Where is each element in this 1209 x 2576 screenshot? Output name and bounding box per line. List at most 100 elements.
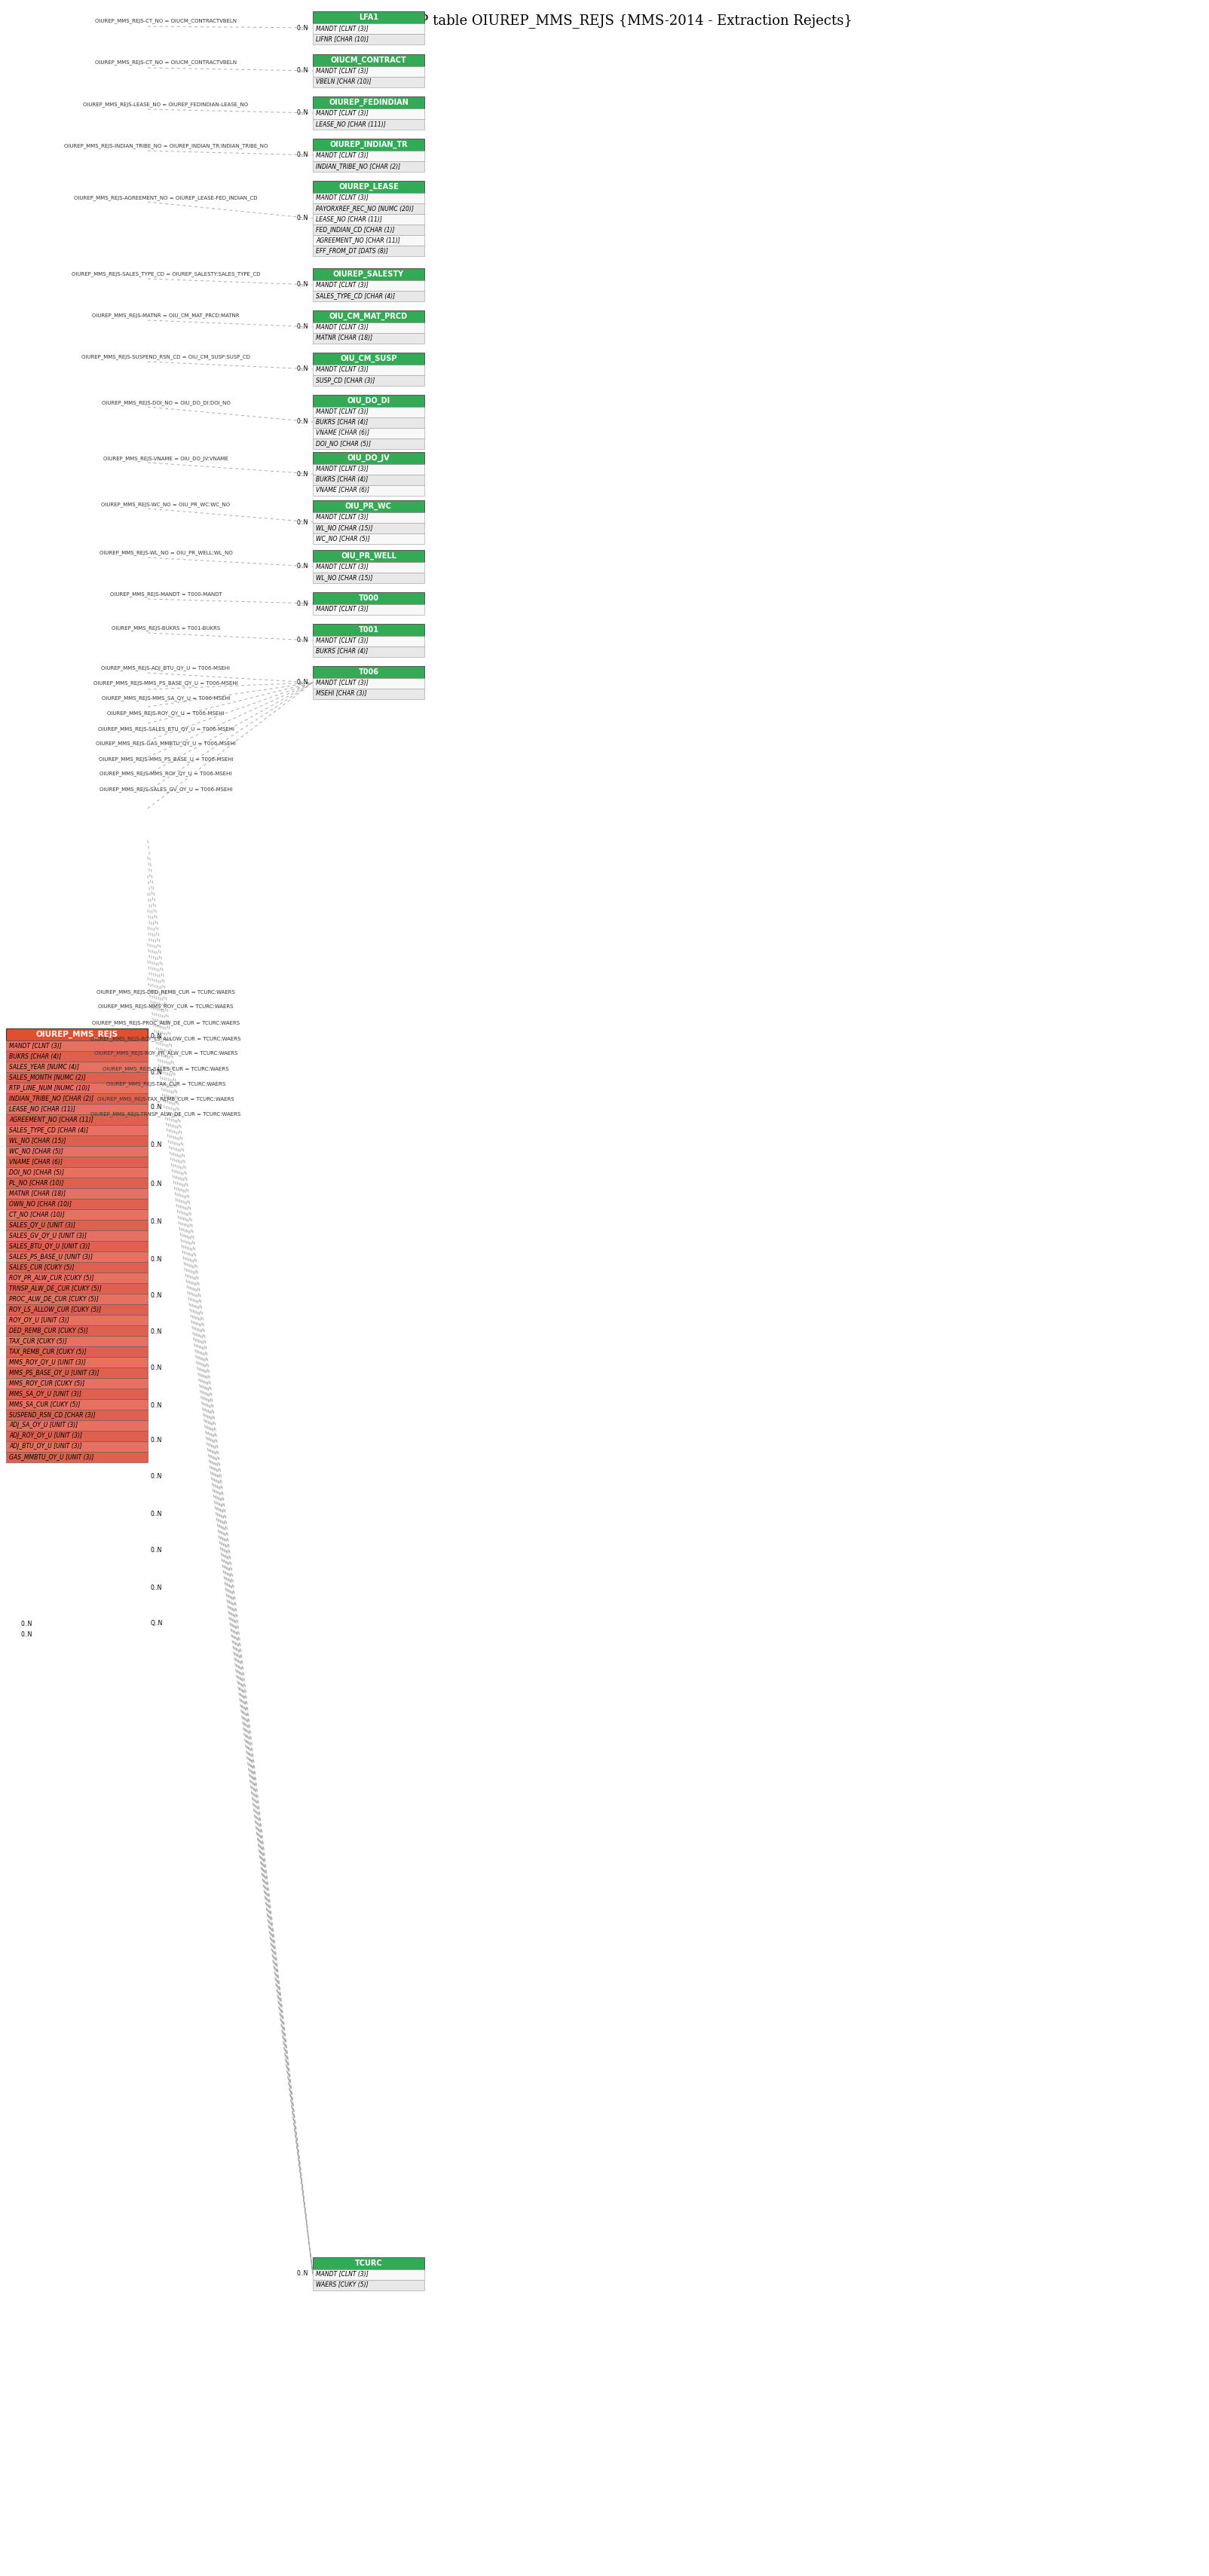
Text: VNAME [CHAR (6)]: VNAME [CHAR (6)] [316,487,369,495]
FancyBboxPatch shape [313,394,424,407]
FancyBboxPatch shape [313,149,424,162]
FancyBboxPatch shape [6,1324,147,1337]
Text: ADJ_SA_OY_U [UNIT (3)]: ADJ_SA_OY_U [UNIT (3)] [8,1422,77,1430]
Text: PROC_ALW_DE_CUR [CUKY (5)]: PROC_ALW_DE_CUR [CUKY (5)] [8,1296,99,1303]
FancyBboxPatch shape [6,1177,147,1188]
FancyBboxPatch shape [313,353,424,366]
FancyBboxPatch shape [313,533,424,544]
FancyBboxPatch shape [313,281,424,291]
Text: OIUREP_MMS_REJS-MMS_ROY_QY_U = T006-MSEHI: OIUREP_MMS_REJS-MMS_ROY_QY_U = T006-MSEH… [99,770,232,775]
Text: 0..N: 0..N [296,600,308,608]
Text: SALES_YEAR [NUMC (4)]: SALES_YEAR [NUMC (4)] [8,1064,79,1069]
Text: 0..N: 0..N [296,67,308,75]
Text: OIUREP_MMS_REJS-DOI_NO = OIU_DO_DI:DOI_NO: OIUREP_MMS_REJS-DOI_NO = OIU_DO_DI:DOI_N… [102,399,230,404]
Text: 0..N: 0..N [151,1365,162,1370]
Text: T001: T001 [358,626,378,634]
FancyBboxPatch shape [6,1157,147,1167]
FancyBboxPatch shape [313,551,424,562]
Text: SALES_CUR [CUKY (5)]: SALES_CUR [CUKY (5)] [8,1265,74,1270]
Text: MMS_ROY_CUR [CUKY (5)]: MMS_ROY_CUR [CUKY (5)] [8,1381,85,1386]
FancyBboxPatch shape [313,67,424,77]
Text: OIU_PR_WELL: OIU_PR_WELL [341,551,397,559]
FancyBboxPatch shape [313,224,424,234]
Text: OIUREP_MMS_REJS-PROC_ALW_DE_CUR = TCURC:WAERS: OIUREP_MMS_REJS-PROC_ALW_DE_CUR = TCURC:… [92,1020,239,1025]
Text: LFA1: LFA1 [359,13,378,21]
Text: 0..N: 0..N [296,26,308,31]
Text: 0..N: 0..N [151,1141,162,1149]
Text: WL_NO [CHAR (15)]: WL_NO [CHAR (15)] [8,1139,66,1144]
Text: OIUREP_MMS_REJS-AGREEMENT_NO = OIUREP_LEASE-FED_INDIAN_CD: OIUREP_MMS_REJS-AGREEMENT_NO = OIUREP_LE… [74,196,258,201]
Text: OIUCM_CONTRACT: OIUCM_CONTRACT [330,57,406,64]
Text: 0..N: 0..N [151,1293,162,1298]
FancyBboxPatch shape [313,139,424,149]
FancyBboxPatch shape [313,118,424,129]
Text: PL_NO [CHAR (10)]: PL_NO [CHAR (10)] [8,1180,64,1188]
Text: INDIAN_TRIBE_NO [CHAR (2)]: INDIAN_TRIBE_NO [CHAR (2)] [316,162,400,170]
Text: 0..N: 0..N [151,1512,162,1517]
FancyBboxPatch shape [313,464,424,474]
FancyBboxPatch shape [313,677,424,688]
FancyBboxPatch shape [6,1293,147,1303]
FancyBboxPatch shape [313,451,424,464]
Text: 0..N: 0..N [296,680,308,685]
Text: 0..N: 0..N [296,216,308,222]
FancyBboxPatch shape [313,214,424,224]
Text: ROY_LS_ALLOW_CUR [CUKY (5)]: ROY_LS_ALLOW_CUR [CUKY (5)] [8,1306,102,1314]
Text: MANDT [CLNT (3)]: MANDT [CLNT (3)] [316,466,369,474]
Text: OIUREP_MMS_REJS-MMS_PS_BASE_U = T006-MSEHI: OIUREP_MMS_REJS-MMS_PS_BASE_U = T006-MSE… [99,757,233,762]
Text: OIUREP_MMS_REJS-SALES_GV_OY_U = T006-MSEHI: OIUREP_MMS_REJS-SALES_GV_OY_U = T006-MSE… [99,786,232,791]
Text: PAYORXREF_REC_NO [NUMC (20)]: PAYORXREF_REC_NO [NUMC (20)] [316,206,413,211]
Text: OIUREP_MMS_REJS-SUSPEND_RSN_CD = OIU_CM_SUSP:SUSP_CD: OIUREP_MMS_REJS-SUSPEND_RSN_CD = OIU_CM_… [81,355,250,361]
FancyBboxPatch shape [313,484,424,495]
Text: RTP_LINE_NUM [NUMC (10)]: RTP_LINE_NUM [NUMC (10)] [8,1084,89,1092]
FancyBboxPatch shape [6,1188,147,1198]
Text: OIUREP_MMS_REJS-WC_NO = OIU_PR_WC:WC_NO: OIUREP_MMS_REJS-WC_NO = OIU_PR_WC:WC_NO [102,502,231,507]
FancyBboxPatch shape [6,1061,147,1072]
FancyBboxPatch shape [313,108,424,118]
FancyBboxPatch shape [313,605,424,616]
FancyBboxPatch shape [6,1453,147,1463]
Text: BUKRS [CHAR (4)]: BUKRS [CHAR (4)] [316,420,368,425]
Text: EFF_FROM_DT [DATS (8)]: EFF_FROM_DT [DATS (8)] [316,247,388,255]
FancyBboxPatch shape [6,1378,147,1388]
FancyBboxPatch shape [313,572,424,582]
FancyBboxPatch shape [313,667,424,677]
FancyBboxPatch shape [6,1146,147,1157]
FancyBboxPatch shape [6,1115,147,1126]
Text: 0..N: 0..N [296,564,308,569]
FancyBboxPatch shape [6,1092,147,1103]
Text: 0..N: 0..N [21,1620,33,1628]
FancyBboxPatch shape [313,513,424,523]
FancyBboxPatch shape [313,234,424,245]
Text: OIUREP_MMS_REJS-ADJ_BTU_QY_U = T006-MSEHI: OIUREP_MMS_REJS-ADJ_BTU_QY_U = T006-MSEH… [102,665,230,670]
FancyBboxPatch shape [313,2257,424,2269]
FancyBboxPatch shape [313,322,424,332]
FancyBboxPatch shape [313,95,424,108]
Text: TRNSP_ALW_DE_CUR [CUKY (5)]: TRNSP_ALW_DE_CUR [CUKY (5)] [8,1285,102,1291]
FancyBboxPatch shape [6,1103,147,1115]
FancyBboxPatch shape [6,1303,147,1314]
Text: VNAME [CHAR (6)]: VNAME [CHAR (6)] [316,430,369,435]
FancyBboxPatch shape [313,10,424,23]
Text: MANDT [CLNT (3)]: MANDT [CLNT (3)] [316,410,369,415]
Text: MANDT [CLNT (3)]: MANDT [CLNT (3)] [316,605,369,613]
Text: 0..N: 0..N [296,152,308,160]
Text: 0..N: 0..N [151,1548,162,1553]
Text: LEASE_NO [CHAR (11)]: LEASE_NO [CHAR (11)] [8,1105,75,1113]
FancyBboxPatch shape [313,291,424,301]
Text: MANDT [CLNT (3)]: MANDT [CLNT (3)] [316,366,369,374]
Text: OIUREP_MMS_REJS-WL_NO = OIU_PR_WELL:WL_NO: OIUREP_MMS_REJS-WL_NO = OIU_PR_WELL:WL_N… [99,551,232,556]
Text: MMS_ROY_QY_U [UNIT (3)]: MMS_ROY_QY_U [UNIT (3)] [8,1358,86,1365]
Text: SALES_TYPE_CD [CHAR (4)]: SALES_TYPE_CD [CHAR (4)] [8,1126,88,1133]
FancyBboxPatch shape [313,245,424,255]
FancyBboxPatch shape [6,1126,147,1136]
Text: OIUREP_MMS_REJS-GAS_MMBTU_QY_U = T006-MSEHI: OIUREP_MMS_REJS-GAS_MMBTU_QY_U = T006-MS… [96,742,236,747]
Text: WC_NO [CHAR (5)]: WC_NO [CHAR (5)] [316,536,370,541]
Text: 0..N: 0..N [296,417,308,425]
FancyBboxPatch shape [313,77,424,88]
FancyBboxPatch shape [6,1430,147,1443]
Text: OIUREP_MMS_REJS-SALES_BTU_QY_U = T006-MSEHI: OIUREP_MMS_REJS-SALES_BTU_QY_U = T006-MS… [98,726,235,732]
Text: MATNR [CHAR (18)]: MATNR [CHAR (18)] [316,335,372,343]
Text: MANDT [CLNT (3)]: MANDT [CLNT (3)] [316,639,369,644]
Text: MANDT [CLNT (3)]: MANDT [CLNT (3)] [316,283,369,289]
